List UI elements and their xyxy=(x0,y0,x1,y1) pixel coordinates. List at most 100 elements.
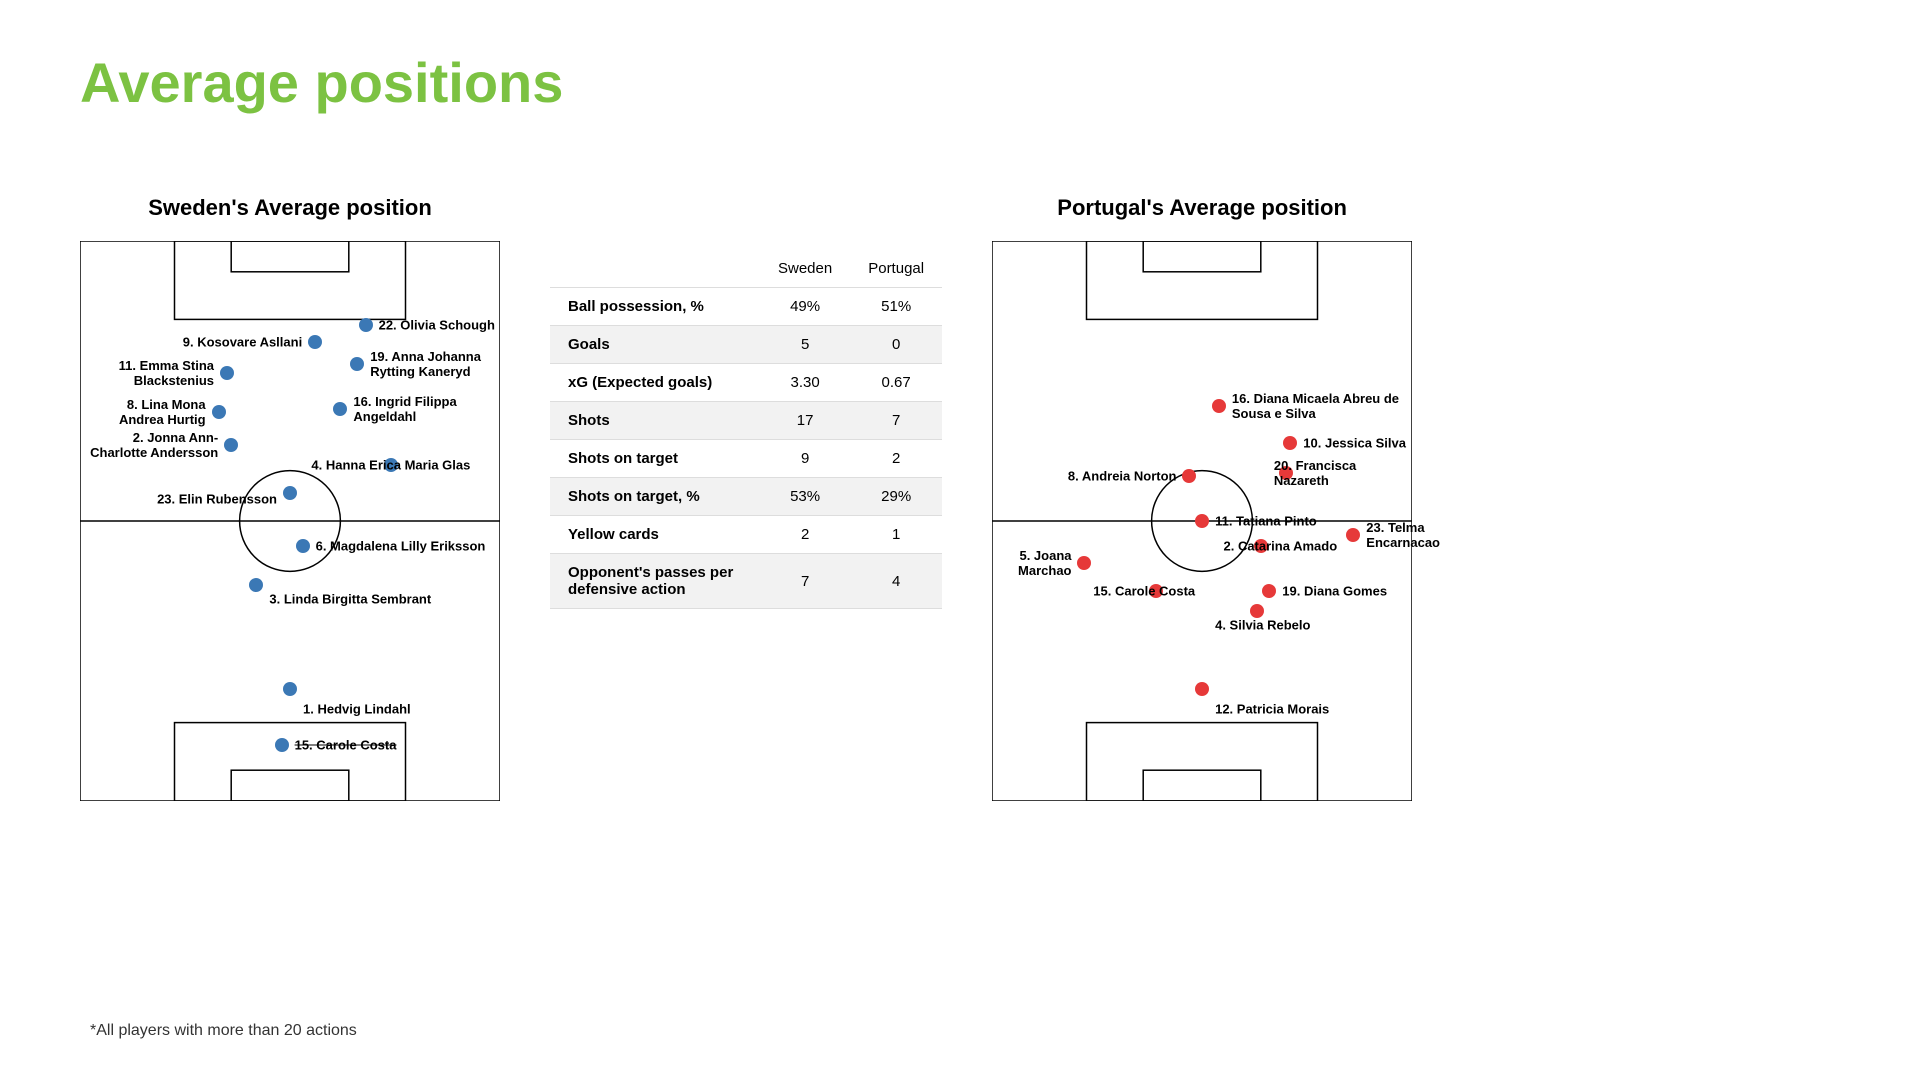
stats-value-team2: 0 xyxy=(850,326,942,364)
stats-value-team2: 51% xyxy=(850,288,942,326)
player-dot xyxy=(220,366,234,380)
portugal-block: Portugal's Average position 16. Diana Mi… xyxy=(992,195,1412,801)
player-dot xyxy=(275,738,289,752)
stats-value-team2: 2 xyxy=(850,440,942,478)
stats-header-team1: Sweden xyxy=(760,250,850,288)
player-marker xyxy=(283,682,297,696)
stats-block: Sweden Portugal Ball possession, %49%51%… xyxy=(550,195,942,609)
player-marker xyxy=(220,366,234,380)
player-dot xyxy=(308,335,322,349)
footnote: *All players with more than 20 actions xyxy=(90,1022,357,1040)
player-label: 23. Elin Rubensson xyxy=(153,491,281,506)
player-label: 16. Ingrid Filippa Angeldahl xyxy=(349,394,500,424)
player-label: 20. Francisca Nazareth xyxy=(1270,458,1412,488)
stats-metric: Shots on target xyxy=(550,440,760,478)
stats-value-team2: 4 xyxy=(850,554,942,609)
player-dot xyxy=(283,486,297,500)
player-dot xyxy=(283,682,297,696)
stats-header-blank xyxy=(550,250,760,288)
player-label: 8. Andreia Norton xyxy=(1064,469,1181,484)
layout-row: Sweden's Average position 22. Olivia Sch… xyxy=(80,195,1840,801)
stats-value-team1: 7 xyxy=(760,554,850,609)
stats-value-team1: 2 xyxy=(760,516,850,554)
player-label: 11. Tatiana Pinto xyxy=(1211,514,1321,529)
player-marker xyxy=(359,318,373,332)
player-marker xyxy=(275,738,289,752)
player-dot xyxy=(1182,469,1196,483)
player-label: 22. Olivia Schough xyxy=(375,318,499,333)
player-dot xyxy=(212,405,226,419)
player-marker xyxy=(1212,399,1226,413)
player-dot xyxy=(296,539,310,553)
player-marker xyxy=(1250,604,1264,618)
stats-value-team2: 7 xyxy=(850,402,942,440)
player-marker xyxy=(1262,584,1276,598)
stats-value-team1: 49% xyxy=(760,288,850,326)
player-marker xyxy=(1077,556,1091,570)
stats-value-team2: 29% xyxy=(850,478,942,516)
sweden-block: Sweden's Average position 22. Olivia Sch… xyxy=(80,195,500,801)
player-label: 2. Jonna Ann-Charlotte Andersson xyxy=(80,430,222,460)
stats-metric: Shots on target, % xyxy=(550,478,760,516)
page-title: Average positions xyxy=(80,50,1840,115)
stats-row: Shots on target, %53%29% xyxy=(550,478,942,516)
stats-metric: Ball possession, % xyxy=(550,288,760,326)
player-label: 5. Joana Marchao xyxy=(992,548,1075,578)
stats-header-team2: Portugal xyxy=(850,250,942,288)
player-label: 23. Telma Encarnacao xyxy=(1362,520,1444,550)
stats-metric: Opponent's passes per defensive action xyxy=(550,554,760,609)
player-label: 11. Emma Stina Blackstenius xyxy=(80,358,218,388)
player-marker xyxy=(308,335,322,349)
player-marker xyxy=(249,578,263,592)
sweden-pitch: 22. Olivia Schough9. Kosovare Asllani19.… xyxy=(80,241,500,801)
stats-value-team1: 3.30 xyxy=(760,364,850,402)
stats-metric: xG (Expected goals) xyxy=(550,364,760,402)
player-dot xyxy=(1195,682,1209,696)
stats-metric: Goals xyxy=(550,326,760,364)
stats-value-team1: 53% xyxy=(760,478,850,516)
sweden-title: Sweden's Average position xyxy=(148,195,432,221)
player-dot xyxy=(1077,556,1091,570)
player-dot xyxy=(1346,528,1360,542)
player-label: 12. Patricia Morais xyxy=(1211,701,1333,716)
player-dot xyxy=(1250,604,1264,618)
player-dot xyxy=(350,357,364,371)
player-label: 4. Hanna Erica Maria Glas xyxy=(307,458,474,473)
player-marker xyxy=(224,438,238,452)
player-label: 19. Diana Gomes xyxy=(1278,584,1391,599)
stats-value-team1: 17 xyxy=(760,402,850,440)
player-label: 2. Catarina Amado xyxy=(1219,539,1341,554)
player-dot xyxy=(1212,399,1226,413)
player-label: 19. Anna Johanna Rytting Kaneryd xyxy=(366,349,500,379)
player-label: 15. Carole Costa xyxy=(1089,584,1199,599)
stats-metric: Shots xyxy=(550,402,760,440)
stats-row: Goals50 xyxy=(550,326,942,364)
stats-value-team2: 1 xyxy=(850,516,942,554)
stats-metric: Yellow cards xyxy=(550,516,760,554)
player-marker xyxy=(296,539,310,553)
player-label: 1. Hedvig Lindahl xyxy=(299,701,415,716)
player-label: 3. Linda Birgitta Sembrant xyxy=(265,592,435,607)
player-dot xyxy=(249,578,263,592)
player-marker xyxy=(283,486,297,500)
player-dot xyxy=(333,402,347,416)
player-label: 16. Diana Micaela Abreu de Sousa e Silva xyxy=(1228,391,1412,421)
player-marker xyxy=(350,357,364,371)
stats-value-team1: 5 xyxy=(760,326,850,364)
portugal-title: Portugal's Average position xyxy=(1057,195,1347,221)
player-label: 4. Silvia Rebelo xyxy=(1211,617,1314,632)
player-marker xyxy=(1195,514,1209,528)
stats-row: Ball possession, %49%51% xyxy=(550,288,942,326)
player-dot xyxy=(1262,584,1276,598)
stats-row: Shots177 xyxy=(550,402,942,440)
player-marker xyxy=(1346,528,1360,542)
player-marker xyxy=(1283,436,1297,450)
stats-value-team2: 0.67 xyxy=(850,364,942,402)
player-dot xyxy=(1283,436,1297,450)
stats-row: Yellow cards21 xyxy=(550,516,942,554)
player-label: 10. Jessica Silva xyxy=(1299,435,1410,450)
player-marker xyxy=(1182,469,1196,483)
stats-row: Shots on target92 xyxy=(550,440,942,478)
player-label: 8. Lina Mona Andrea Hurtig xyxy=(80,397,210,427)
player-dot xyxy=(359,318,373,332)
